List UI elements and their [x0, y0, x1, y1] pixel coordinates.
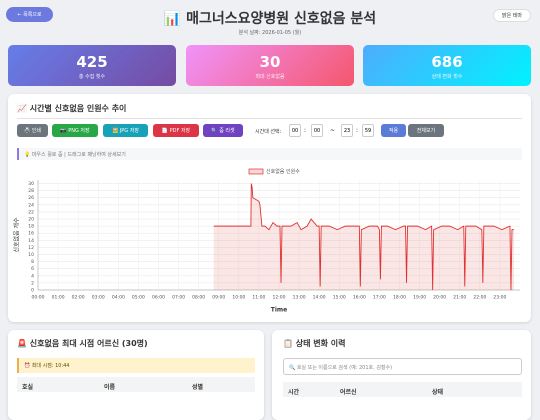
x-tick-label: 22:00	[473, 295, 486, 301]
search-input[interactable]: 🔍 호실 또는 이름으로 검색 (예: 201호, 김철수)	[283, 358, 522, 375]
print-button[interactable]: 🖨️ 인쇄	[17, 124, 48, 137]
stat-label: 총 수집 횟수	[78, 74, 106, 80]
column-header: 시간	[288, 389, 300, 396]
x-tick-label: 09:00	[212, 295, 225, 301]
column-header: 어르신	[340, 389, 357, 396]
page: ← 목록으로 📊 매그너스요양병원 신호없음 분석 분석 날짜: 2026-01…	[6, 7, 531, 420]
x-tick-label: 02:00	[72, 295, 85, 301]
column-header: 호실	[22, 384, 34, 391]
y-tick-label: 16	[28, 231, 34, 237]
stat-card: 686 상태 변화 횟수	[363, 45, 531, 86]
stat-value: 425	[76, 53, 108, 71]
peak-time: ⏰ 최대 시점: 10:44	[17, 358, 255, 373]
chart: 신호없음 개수 Time 024681012141618202224262830…	[13, 168, 520, 314]
x-tick-label: 06:00	[152, 295, 165, 301]
jpg-button[interactable]: 🖼️ JPG 저장	[103, 124, 148, 137]
x-tick-label: 11:00	[252, 295, 265, 301]
y-tick-label: 24	[28, 202, 34, 208]
pdf-button[interactable]: 📄 PDF 저장	[153, 124, 199, 137]
y-tick-label: 30	[28, 181, 34, 187]
column-header: 이름	[104, 384, 116, 391]
line	[213, 183, 514, 291]
column-header: 상태	[432, 389, 444, 396]
x-tick-label: 04:00	[112, 295, 125, 301]
apply-button[interactable]: 적용	[381, 124, 406, 137]
range-label: 시간대 선택:	[255, 129, 282, 135]
legend-label: 신호없음 인원수	[266, 168, 300, 175]
x-tick-label: 23:00	[493, 295, 506, 301]
stat-label: 최대 신호없음	[255, 74, 285, 80]
x-tick-label: 00:00	[32, 295, 45, 301]
y-tick-label: 2	[31, 280, 34, 286]
table-header	[17, 377, 255, 392]
x-axis-label: Time	[271, 307, 287, 314]
x-tick-label: 18:00	[393, 295, 406, 301]
legend-swatch	[248, 168, 264, 175]
x-tick-label: 10:00	[232, 295, 245, 301]
y-tick-label: 8	[31, 259, 34, 265]
y-tick-label: 12	[28, 245, 34, 251]
y-tick-label: 18	[28, 224, 34, 230]
stat-value: 30	[259, 53, 281, 71]
back-button[interactable]: ← 목록으로	[6, 7, 53, 22]
table-header	[283, 382, 522, 397]
x-tick-label: 08:00	[192, 295, 205, 301]
x-tick-label: 17:00	[373, 295, 386, 301]
time-input[interactable]: 59	[362, 124, 374, 137]
time-input[interactable]: 00	[289, 124, 301, 137]
time-input[interactable]: 23	[341, 124, 353, 137]
stat-card: 425 총 수집 횟수	[8, 45, 176, 86]
y-tick-label: 10	[28, 252, 34, 258]
separator: :	[304, 127, 307, 134]
column-header: 성별	[192, 384, 204, 391]
y-tick-label: 26	[28, 195, 34, 201]
x-tick-label: 14:00	[313, 295, 326, 301]
subtitle: 분석 날짜: 2026-01-05 (월)	[238, 30, 302, 36]
stat-card: 30 최대 신호없음	[186, 45, 354, 86]
separator: :	[356, 127, 359, 134]
x-tick-label: 05:00	[132, 295, 145, 301]
x-tick-label: 07:00	[172, 295, 185, 301]
y-tick-label: 14	[28, 238, 34, 244]
separator: ~	[330, 127, 336, 134]
x-tick-label: 03:00	[92, 295, 105, 301]
panel-title: 🚨 신호없음 최대 시점 어르신 (30명)	[17, 339, 148, 348]
x-tick-label: 13:00	[293, 295, 306, 301]
x-tick-label: 20:00	[433, 295, 446, 301]
y-tick-label: 20	[28, 217, 34, 223]
x-tick-label: 01:00	[52, 295, 65, 301]
x-tick-label: 12:00	[273, 295, 286, 301]
show-all-button[interactable]: 전체보기	[408, 124, 444, 137]
stat-value: 686	[431, 53, 463, 71]
page-title: 📊 매그너스요양병원 신호없음 분석	[163, 11, 377, 27]
y-tick-label: 28	[28, 188, 34, 194]
panel-title: 📋 상태 변화 이력	[283, 339, 346, 348]
y-tick-label: 6	[31, 266, 34, 272]
y-axis-label: 신호없음 개수	[13, 217, 21, 253]
y-tick-label: 0	[31, 288, 34, 294]
png-button[interactable]: 📷 PNG 저장	[52, 124, 98, 137]
x-tick-label: 21:00	[453, 295, 466, 301]
panel-title: 📈 시간별 신호없음 인원수 추이	[17, 104, 127, 113]
divider	[17, 118, 522, 119]
hint-bar: 💡 마우스 휠로 줌 | 드래그로 패닝하여 상세보기	[17, 148, 522, 160]
area	[213, 183, 514, 290]
theme-button[interactable]: 밝은 테마	[493, 9, 531, 22]
y-tick-label: 4	[31, 273, 34, 279]
stat-label: 상태 변화 횟수	[431, 74, 463, 80]
x-tick-label: 16:00	[353, 295, 366, 301]
zoom-reset-button[interactable]: 🔍 줌 리셋	[203, 124, 243, 137]
y-tick-label: 22	[28, 209, 34, 215]
x-tick-label: 19:00	[413, 295, 426, 301]
x-tick-label: 15:00	[333, 295, 346, 301]
time-input[interactable]: 00	[311, 124, 323, 137]
